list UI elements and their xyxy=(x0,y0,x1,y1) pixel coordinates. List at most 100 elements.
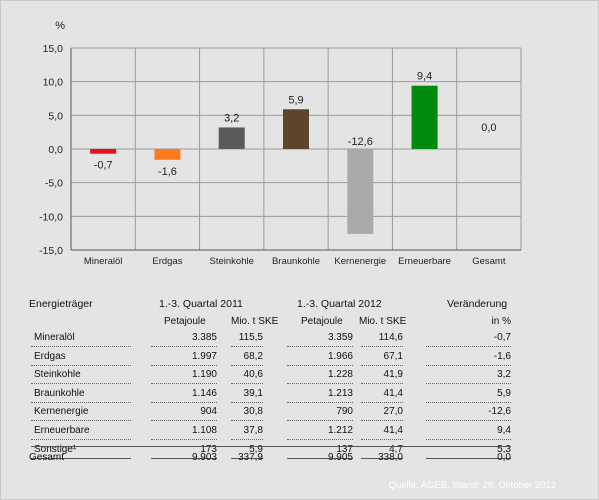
data-label: 0,0 xyxy=(481,122,496,134)
table-cell-pj2012: 137 xyxy=(336,443,353,455)
row-rule xyxy=(231,364,263,366)
row-rule xyxy=(287,364,353,366)
sub-petajoule-2012: Petajoule xyxy=(301,316,343,327)
table-cell-label: Erdgas xyxy=(34,350,66,362)
y-unit-label: % xyxy=(55,20,65,32)
row-rule xyxy=(31,401,131,403)
row-rule xyxy=(151,364,217,366)
total-label: Gesamt xyxy=(29,452,65,463)
sub-ske-2011: Mio. t SKE xyxy=(231,316,279,327)
table-cell-label: Braunkohle xyxy=(34,387,85,399)
table-cell-ske2012: 41,4 xyxy=(383,387,403,399)
total-change: 0,0 xyxy=(497,452,511,463)
col-header-change: Veränderung xyxy=(447,298,508,310)
data-label: -12,6 xyxy=(348,136,373,148)
row-rule xyxy=(287,383,353,385)
row-rule xyxy=(151,420,217,422)
data-label: -0,7 xyxy=(94,160,113,172)
table-cell-label: Mineralöl xyxy=(34,332,75,343)
data-label: -1,6 xyxy=(158,166,177,178)
x-tick-label: Kernenergie xyxy=(334,256,386,267)
x-tick-label: Braunkohle xyxy=(272,256,320,267)
table-cell-pj2012: 790 xyxy=(336,406,353,418)
row-rule xyxy=(31,439,131,440)
row-rule xyxy=(361,364,403,366)
row-rule xyxy=(231,383,263,385)
row-rule xyxy=(31,383,131,385)
row-rule xyxy=(231,439,263,440)
data-label: 3,2 xyxy=(224,112,239,124)
row-rule xyxy=(31,364,131,366)
total-pj2012: 9.905 xyxy=(327,452,353,463)
row-rule xyxy=(287,401,353,403)
total-rule xyxy=(31,446,511,447)
table-cell-change: -0,7 xyxy=(493,332,511,343)
data-label: 9,4 xyxy=(417,71,432,83)
table-cell-pj2011: 3.385 xyxy=(191,332,217,343)
table-cell-ske2011: 68,2 xyxy=(243,350,263,362)
table-cell-pj2011: 1.997 xyxy=(191,350,217,362)
y-tick-label: -15,0 xyxy=(39,245,63,257)
row-rule xyxy=(231,346,263,347)
row-rule xyxy=(151,457,217,459)
row-rule xyxy=(151,383,217,385)
row-rule xyxy=(287,420,353,422)
x-tick-label: Gesamt xyxy=(472,256,506,267)
row-rule xyxy=(287,457,353,459)
row-rule xyxy=(426,457,511,459)
row-rule xyxy=(361,383,403,385)
table-cell-ske2011: 5,9 xyxy=(249,443,263,455)
row-rule xyxy=(361,457,403,459)
y-tick-label: -10,0 xyxy=(39,211,63,223)
row-rule xyxy=(426,346,511,347)
table-cell-ske2011: 115,5 xyxy=(238,332,263,343)
row-rule xyxy=(31,346,131,347)
table-cell-ske2011: 40,6 xyxy=(243,369,263,381)
row-rule xyxy=(426,439,511,440)
sub-change: in % xyxy=(491,316,511,327)
table-cell-pj2011: 1.146 xyxy=(191,387,217,399)
col-header-2012: 1.-3. Quartal 2012 xyxy=(297,298,382,310)
table-cell-pj2011: 173 xyxy=(200,443,217,455)
source-note: Quelle: AGEB, Stand: 29. Oktober 2012 xyxy=(388,480,556,491)
table-cell-label: Sonstige¹ xyxy=(34,443,77,455)
bar-erdgas xyxy=(154,149,181,160)
table-cell-pj2012: 1.213 xyxy=(327,387,353,399)
table-cell-pj2011: 1.108 xyxy=(191,425,217,436)
row-rule xyxy=(151,439,217,440)
row-rule xyxy=(426,364,511,366)
table-cell-change: 5,3 xyxy=(497,443,511,455)
row-rule xyxy=(231,457,263,459)
row-rule xyxy=(287,439,353,440)
x-tick-label: Mineralöl xyxy=(84,256,123,267)
bar-erneuerbare xyxy=(411,85,438,149)
sub-ske-2012: Mio. t SKE xyxy=(359,316,407,327)
table-cell-ske2012: 27,0 xyxy=(383,406,403,418)
row-rule xyxy=(151,346,217,347)
y-tick-label: 0,0 xyxy=(48,144,63,156)
table-cell-label: Erneuerbare xyxy=(34,425,90,436)
table-cell-pj2012: 3.359 xyxy=(327,332,353,343)
table-cell-change: -1,6 xyxy=(493,350,511,362)
table-cell-ske2011: 39,1 xyxy=(243,387,263,399)
total-ske2012: 338,0 xyxy=(377,452,403,463)
bar-steinkohle xyxy=(218,127,245,149)
x-tick-label: Steinkohle xyxy=(210,256,254,267)
bar-braunkohle xyxy=(283,109,309,149)
y-tick-label: -5,0 xyxy=(45,178,63,190)
table-cell-pj2012: 1.212 xyxy=(327,425,353,436)
total-pj2011: 9.903 xyxy=(191,452,217,463)
row-rule xyxy=(231,401,263,403)
table-cell-ske2012: 41,9 xyxy=(383,369,403,381)
table-cell-change: 9,4 xyxy=(497,425,511,436)
table-cell-pj2011: 904 xyxy=(200,406,217,418)
table-cell-ske2012: 41,4 xyxy=(383,425,403,436)
y-tick-label: 10,0 xyxy=(43,77,64,89)
table-cell-label: Steinkohle xyxy=(34,369,81,381)
table-cell-ske2011: 30,8 xyxy=(243,406,263,418)
row-rule xyxy=(361,439,403,440)
row-rule xyxy=(426,401,511,403)
x-tick-label: Erneuerbare xyxy=(398,256,451,267)
